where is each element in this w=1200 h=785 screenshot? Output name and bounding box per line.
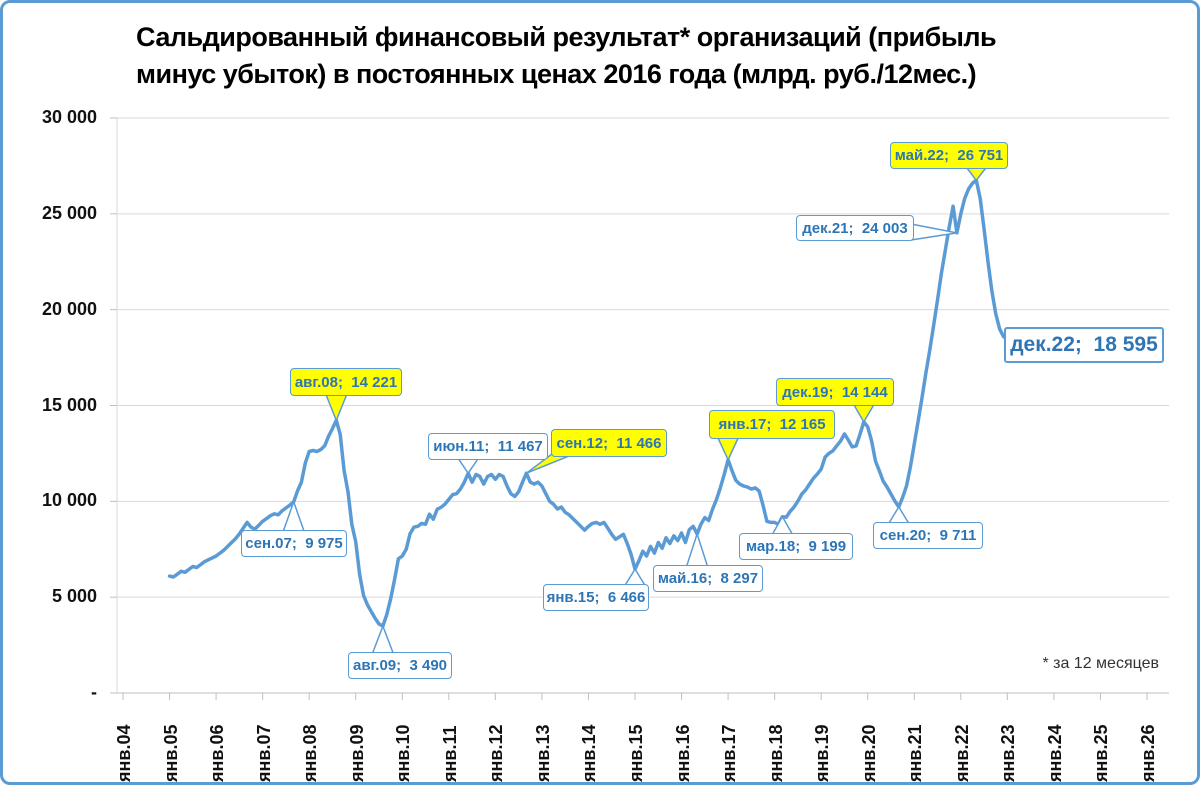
x-axis-tick-label: янв.26 <box>1138 724 1158 782</box>
x-axis-tick-label: янв.10 <box>393 724 414 782</box>
annotation-callout-may22: май.22; 26 751 <box>890 142 1008 169</box>
footnote: * за 12 месяцев <box>1042 655 1159 672</box>
y-axis-tick-label: 30 000 <box>41 107 97 127</box>
x-axis-tick-label: янв.04 <box>114 724 134 782</box>
chart-title: Сальдированный финансовый результат* орг… <box>136 19 1126 93</box>
x-axis-tick-label: янв.23 <box>998 724 1019 782</box>
y-axis-tick-label: 5 000 <box>51 586 97 607</box>
y-axis-tick-label: 20 000 <box>41 298 97 319</box>
x-axis-tick-label: янв.19 <box>812 724 833 782</box>
y-axis-tick-label: 25 000 <box>41 202 97 223</box>
x-axis-tick-label: янв.17 <box>719 724 740 782</box>
x-axis-tick-label: янв.20 <box>858 724 879 782</box>
x-axis-tick-label: янв.15 <box>626 724 646 782</box>
x-axis-tick-label: янв.13 <box>532 724 553 782</box>
annotation-callout-dec21: дек.21; 24 003 <box>796 215 914 241</box>
x-axis-tick-label: янв.14 <box>579 724 600 782</box>
y-axis-tick-label: - <box>91 682 97 702</box>
x-axis-tick-label: янв.09 <box>346 724 367 782</box>
x-axis-tick-label: янв.18 <box>765 724 786 782</box>
x-axis-tick-label: янв.06 <box>207 724 228 782</box>
annotation-callout-jun11: июн.11; 11 467 <box>428 433 548 460</box>
x-axis-tick-label: янв.21 <box>905 724 926 782</box>
chart-title-line-1: Сальдированный финансовый результат* орг… <box>136 22 997 52</box>
annotation-callout-aug09: авг.09; 3 490 <box>348 652 452 679</box>
x-axis-tick-label: янв.12 <box>486 724 507 782</box>
annotation-callout-sep12: сен.12; 11 466 <box>551 429 667 457</box>
annotation-callout-jan15: янв.15; 6 466 <box>543 584 649 611</box>
annotation-callout-mar18: мар.18; 9 199 <box>739 533 853 560</box>
annotation-callout-may16: май.16; 8 297 <box>653 565 763 592</box>
annotation-callout-sep20: сен.20; 9 711 <box>873 522 983 549</box>
x-axis-tick-label: янв.16 <box>672 724 693 782</box>
chart-plot-area <box>110 117 1169 700</box>
annotation-callout-dec22: дек.22; 18 595 <box>1004 327 1164 363</box>
x-axis-tick-label: янв.25 <box>1091 724 1112 782</box>
annotation-callout-aug08: авг.08; 14 221 <box>290 368 402 396</box>
annotation-callout-jan17: янв.17; 12 165 <box>709 410 835 439</box>
x-axis-tick-label: янв.07 <box>253 724 274 782</box>
x-axis-tick-label: янв.11 <box>439 725 460 782</box>
x-axis-tick-label: янв.08 <box>300 724 321 782</box>
annotation-callout-dec19: дек.19; 14 144 <box>776 378 894 406</box>
x-axis-tick-label: янв.24 <box>1044 724 1065 782</box>
annotation-callout-sep07: сен.07; 9 975 <box>241 530 347 557</box>
y-axis-tick-label: 10 000 <box>41 490 97 511</box>
chart-title-line-2: минус убыток) в постоянных ценах 2016 го… <box>136 59 977 89</box>
x-axis-tick-label: янв.22 <box>951 724 972 782</box>
y-axis-tick-label: 15 000 <box>41 394 97 415</box>
x-axis-tick-label: янв.05 <box>160 724 181 782</box>
